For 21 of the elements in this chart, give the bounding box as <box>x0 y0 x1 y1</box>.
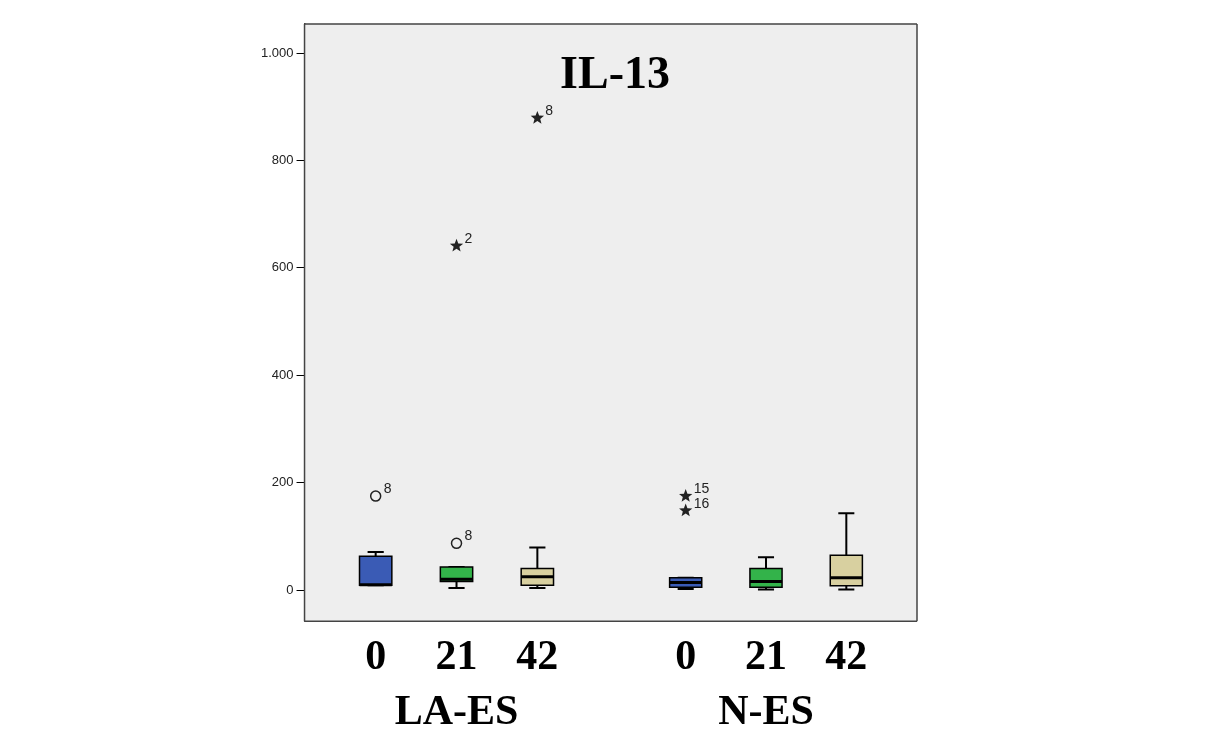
x-tick-label: 0 <box>365 632 387 679</box>
y-tick-label: 0 <box>286 581 294 597</box>
y-tick-label: 800 <box>271 151 294 167</box>
x-axis-title: N-ES <box>718 686 814 733</box>
y-tick-label: 600 <box>271 259 294 275</box>
annotation: 16 <box>693 494 710 511</box>
annotation: 8 <box>464 527 473 544</box>
x-tick-label: 21 <box>745 632 787 679</box>
x-axis-title: LA-ES <box>394 686 519 733</box>
annotation: 2 <box>464 229 473 246</box>
text: IL-13 <box>559 46 671 99</box>
annotation: 8 <box>545 101 554 118</box>
x-tick-label: 42 <box>516 632 559 679</box>
x-tick-label: 0 <box>675 632 697 679</box>
y-tick-label: 1.000 <box>260 44 294 60</box>
y-tick-label: 400 <box>271 366 294 382</box>
y-tick-label: 200 <box>271 474 294 490</box>
x-tick-label: 21 <box>435 632 478 679</box>
x-tick-label: 42 <box>825 632 868 679</box>
annotation: 15 <box>693 480 710 497</box>
annotation: 8 <box>383 480 392 497</box>
